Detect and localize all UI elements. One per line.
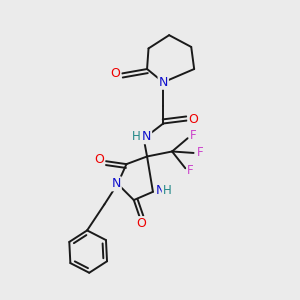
- Text: O: O: [94, 153, 104, 166]
- Text: F: F: [197, 146, 203, 159]
- Text: N: N: [159, 76, 168, 89]
- Text: O: O: [188, 112, 198, 126]
- Text: O: O: [136, 217, 146, 230]
- Text: N: N: [156, 184, 165, 197]
- Text: N: N: [142, 130, 151, 143]
- Text: H: H: [131, 130, 140, 143]
- Text: F: F: [190, 129, 196, 142]
- Text: O: O: [111, 67, 121, 80]
- Text: H: H: [163, 184, 172, 197]
- Text: N: N: [112, 177, 121, 190]
- Text: F: F: [187, 164, 194, 177]
